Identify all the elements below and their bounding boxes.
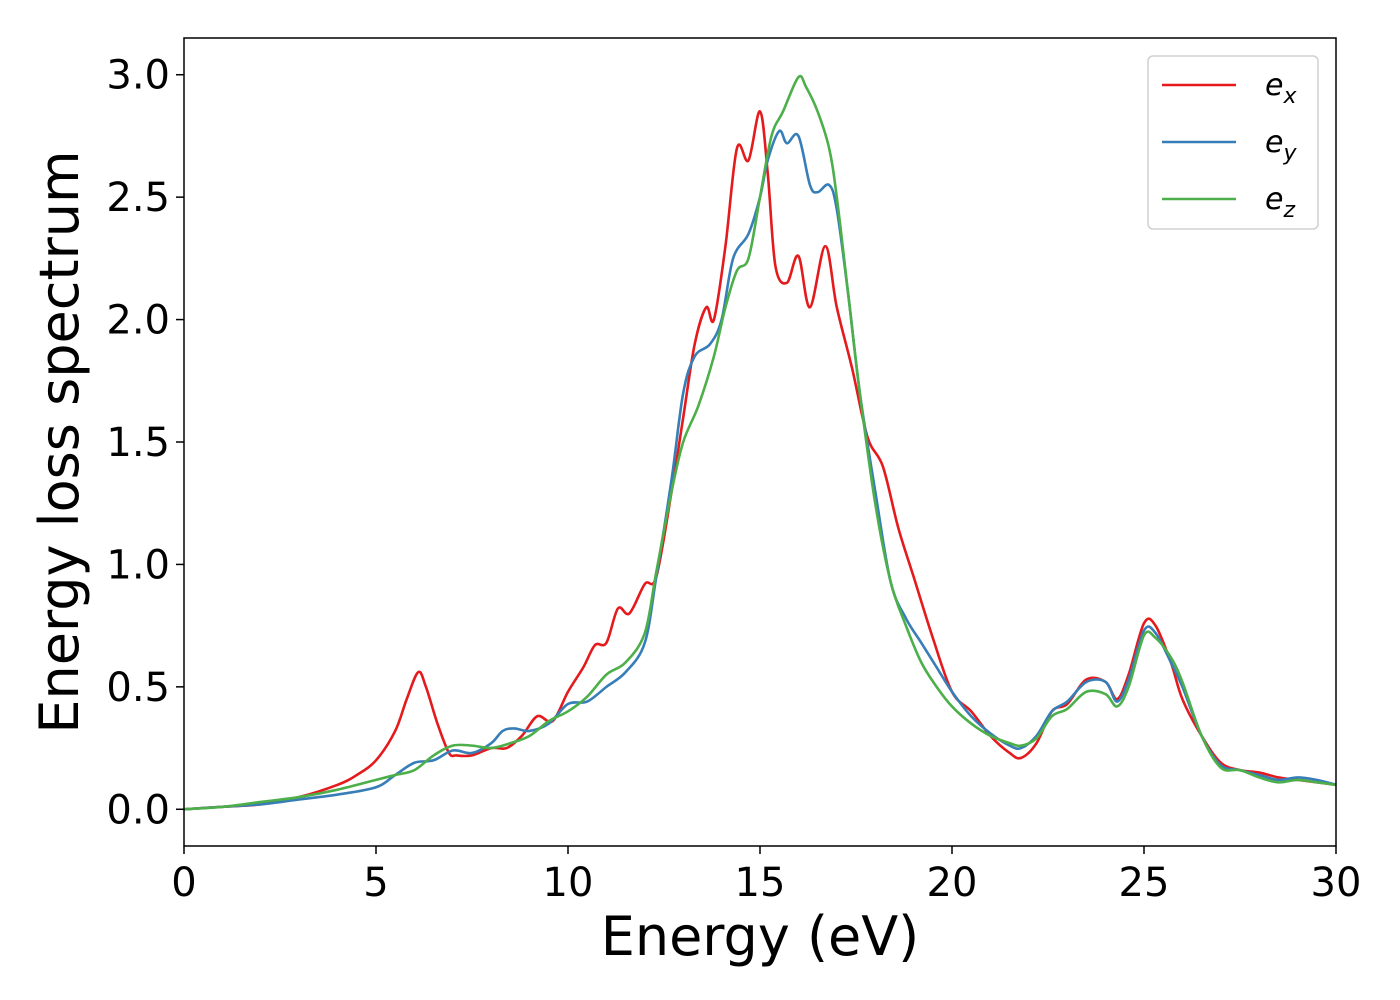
y-axis: 0.0 0.5 1.0 1.5 2.0 2.5 3.0 bbox=[106, 53, 184, 833]
x-tick-label: 10 bbox=[543, 860, 594, 906]
x-tick-label: 20 bbox=[927, 860, 978, 906]
x-tick-label: 5 bbox=[363, 860, 388, 906]
x-tick-label: 0 bbox=[171, 860, 196, 906]
y-tick-label: 0.5 bbox=[106, 665, 170, 711]
series-line-y bbox=[184, 129, 1336, 811]
y-tick-label: 2.0 bbox=[106, 298, 170, 344]
series-line-x bbox=[184, 110, 1336, 811]
legend-label-subscript: z bbox=[1282, 198, 1295, 223]
series-layer bbox=[184, 74, 1336, 811]
x-tick-label: 15 bbox=[735, 860, 786, 906]
y-tick-label: 1.0 bbox=[106, 542, 170, 588]
y-tick-label: 2.5 bbox=[106, 175, 170, 221]
x-axis-title: Energy (eV) bbox=[601, 905, 920, 968]
legend-label-y: ey bbox=[1265, 125, 1297, 166]
x-tick-label: 25 bbox=[1119, 860, 1170, 906]
y-tick-label: 0.0 bbox=[106, 787, 170, 833]
legend-label-subscript: x bbox=[1282, 84, 1297, 109]
y-tick-label: 1.5 bbox=[106, 420, 170, 466]
legend-label-z: ez bbox=[1265, 182, 1295, 223]
y-tick-label: 3.0 bbox=[106, 53, 170, 99]
x-tick-label: 30 bbox=[1311, 860, 1362, 906]
legend-label-base: e bbox=[1265, 68, 1283, 103]
legend-label-subscript: y bbox=[1282, 141, 1297, 166]
x-axis: 0 5 10 15 20 25 30 bbox=[171, 846, 1361, 906]
series-line-z bbox=[184, 74, 1336, 811]
legend-label-base: e bbox=[1265, 182, 1283, 217]
legend-label-x: ex bbox=[1265, 68, 1297, 109]
y-axis-title: Energy loss spectrum bbox=[28, 150, 91, 733]
legend-label-base: e bbox=[1265, 125, 1283, 160]
